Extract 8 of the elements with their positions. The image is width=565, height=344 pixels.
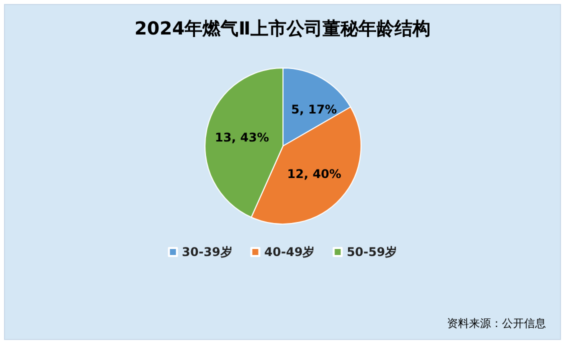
data-label: 12, 40% [287,167,342,182]
legend-label: 30-39岁 [182,245,232,259]
text: 资料来源：公开信息 [447,317,546,330]
data-label: 13, 43% [214,130,270,144]
legend-label: 40-49岁 [264,245,315,259]
data-label: 5, 17% [291,102,337,117]
chart-title: 2024年燃气Ⅱ上市公司董秘年龄结构 [134,18,430,40]
legend-label: 50-59岁 [346,245,398,259]
